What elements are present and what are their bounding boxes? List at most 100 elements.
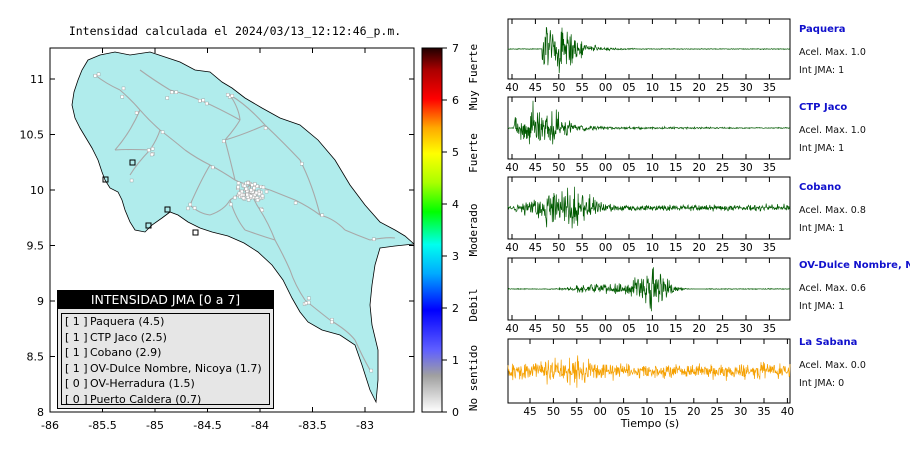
panel-x-tick-label: 50 (552, 82, 565, 94)
road (129, 149, 151, 176)
map-x-tick-label: -83.5 (298, 419, 326, 432)
panel-x-tick-label: 30 (734, 406, 747, 418)
colorbar-labels: Muy Fuerte Fuerte Moderado Debil No sentido (467, 44, 480, 411)
road (224, 139, 236, 181)
map-x-tick-label: -85 (146, 419, 164, 432)
station-name: OV-Dulce Nombre, Nico (799, 260, 910, 271)
road (264, 124, 301, 161)
map-y-tick-label: 9 (37, 295, 44, 308)
station-dot (160, 130, 165, 134)
road (189, 164, 211, 206)
station-dot (252, 186, 257, 190)
waveform-trace (507, 267, 791, 312)
legend-station-label: Paquera (4.5) (90, 315, 165, 328)
road (209, 199, 231, 216)
station-dot (165, 96, 170, 100)
legend-station-label: OV-Dulce Nombre, Nicoya (1.7) (90, 361, 262, 375)
panel-x-tick-label: 25 (716, 162, 729, 174)
colorbar-ticks: 7 6 5 4 3 2 1 0 (442, 42, 459, 419)
legend-station-label: CTP Jaco (2.5) (90, 330, 167, 344)
station-dot (249, 194, 253, 199)
map-axes: -86 -85.5 -85 -84.5 -84 -83.5 -83 11 10.5 10 9.5 9 8… (20, 48, 414, 432)
station-dot (369, 368, 373, 373)
panel-x-tick-label: 20 (693, 162, 706, 174)
road (269, 189, 296, 201)
station-marker (102, 176, 109, 183)
station-marker (164, 206, 171, 213)
panel-x-tick-label: 15 (669, 82, 682, 94)
panel-x-tick-label: 35 (757, 406, 770, 418)
panel-x-tick-label: 40 (505, 162, 518, 174)
station-dot (225, 93, 230, 97)
station-dot (255, 198, 260, 202)
map-x-tick-label: -86 (41, 419, 59, 432)
station-dot (372, 237, 376, 241)
road (294, 199, 321, 216)
road (244, 229, 276, 241)
panel-x-tick-label: 10 (646, 323, 659, 335)
station-dot (230, 94, 234, 98)
panel-x-tick-label: 15 (669, 323, 682, 335)
panel-x-tick-label: 40 (781, 406, 794, 418)
panel-x-tick-label: 55 (576, 82, 589, 94)
station-jma-intensity: Int JMA: 1 (799, 65, 845, 76)
panel-x-tick-label: 10 (646, 82, 659, 94)
seismogram-panel: 40 45 50 55 00 05 10 15 20 25 30 35 (505, 18, 791, 94)
seismogram-panel: 40 45 50 55 00 05 10 15 20 25 30 35 (505, 176, 791, 254)
road (139, 69, 171, 91)
panel-x-tick-label: 30 (739, 323, 752, 335)
panel-x-tick-label: 35 (763, 82, 776, 94)
station-dot (186, 206, 190, 211)
panel-x-tick-label: 35 (763, 323, 776, 335)
station-dot (246, 181, 250, 185)
station-dot (244, 186, 249, 191)
seismogram-panel: 40 45 50 55 00 05 10 15 20 25 30 35 (505, 96, 791, 174)
station-dot (93, 73, 98, 78)
road (354, 339, 371, 371)
panel-x-tick-label: 45 (529, 162, 542, 174)
panel-x-tick-label: 15 (669, 242, 682, 254)
legend-row: [ 1 ] CTP Jaco (2.5) (62, 330, 269, 346)
station-dot (129, 178, 134, 183)
map-title: Intensidad calculada el 2024/03/13_12:12… (68, 24, 402, 38)
legend-intensity: [ 0 ] (65, 377, 88, 391)
panel-x-tick-label: 30 (739, 242, 752, 254)
station-dot (237, 191, 242, 196)
station-dot (150, 146, 155, 151)
station-dot (260, 194, 265, 198)
station-dot (188, 202, 193, 207)
station-name: CTP Jaco (799, 102, 848, 113)
panel-x-tick-label: 55 (576, 162, 589, 174)
legend-station-label: OV-Herradura (1.5) (90, 377, 195, 391)
colorbar-tick-label: 0 (452, 406, 459, 419)
station-dot (249, 188, 253, 192)
station-marker (129, 159, 136, 166)
station-dot (254, 190, 259, 195)
panel-x-tick-label: 40 (505, 323, 518, 335)
station-dot (121, 86, 126, 91)
panel-x-tick-label: 15 (664, 406, 677, 418)
station-marker (145, 222, 152, 229)
panel-x-tick-label: 00 (599, 82, 612, 94)
intensity-colorbar (421, 47, 443, 413)
panel-x-tick-label: 20 (693, 323, 706, 335)
station-dot (229, 202, 233, 207)
road (119, 89, 141, 111)
road (344, 229, 371, 241)
station-dot (260, 208, 264, 212)
costa-rica-map (71, 51, 414, 404)
waveform-trace (507, 100, 790, 145)
station-dot (245, 192, 250, 197)
station-dot (330, 320, 334, 324)
panel-x-tick-label: 00 (594, 406, 607, 418)
road (289, 269, 306, 301)
legend-row: [ 1 ] OV-Dulce Nombre, Nicoya (1.7) (62, 361, 269, 377)
panel-x-tick-label: 05 (617, 406, 630, 418)
station-dot (246, 198, 251, 202)
road (139, 109, 161, 131)
panel-x-tick-label: 00 (599, 162, 612, 174)
station-dot (253, 182, 257, 186)
waveform-trace (507, 186, 791, 229)
panel-x-tick-label: 35 (763, 242, 776, 254)
legend-intensity: [ 1 ] (65, 361, 88, 375)
